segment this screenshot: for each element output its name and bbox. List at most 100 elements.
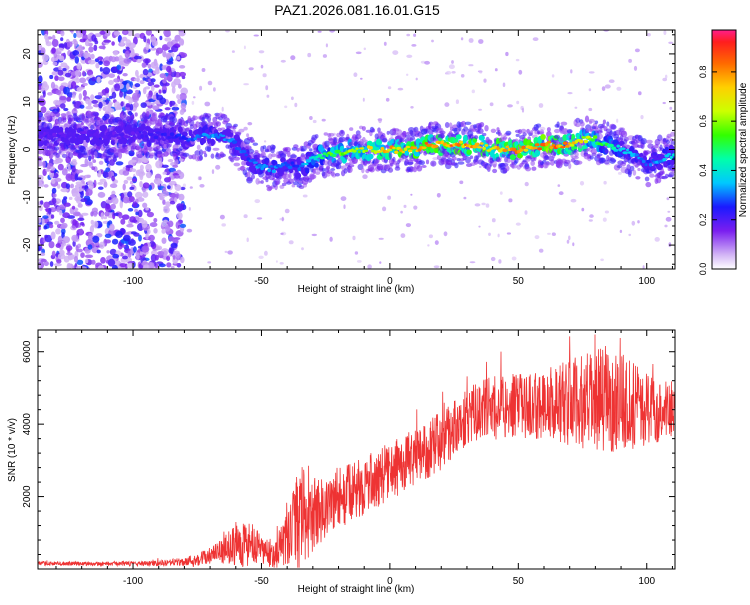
noise-blob [62,68,67,72]
ridge-halo [464,121,472,126]
noise-blob [126,262,135,269]
ridge-halo [265,178,269,183]
ridge-halo [474,135,479,140]
ridge-core [456,143,461,147]
noise-blob [468,38,474,43]
noise-blob [589,214,594,218]
ridge-halo [484,125,489,132]
noise-blob [48,241,55,249]
noise-blob [104,233,112,238]
noise-blob [164,107,171,111]
noise-blob [248,67,254,71]
ridge-halo [62,117,67,123]
noise-blob [455,99,459,104]
noise-blob [107,106,112,113]
noise-blob [654,237,660,242]
noise-blob [142,157,149,163]
noise-blob [50,231,56,240]
ridge-core [667,153,672,156]
noise-blob [91,166,96,171]
noise-blob [76,32,84,38]
noise-blob [382,206,387,212]
noise-blob [280,232,284,235]
noise-blob [199,184,205,188]
ridge-core [83,135,90,140]
noise-blob [451,60,454,64]
noise-blob [92,235,100,243]
ridge-halo [623,136,629,142]
ridge-halo [189,120,195,127]
x-tick-label: -50 [254,276,269,287]
ridge-core [216,135,221,139]
noise-blob [231,50,235,53]
noise-blob [340,196,347,202]
ridge-halo [245,145,252,150]
ridge-halo [113,120,118,126]
ridge-core [549,145,553,150]
ridge-halo [643,150,651,155]
noise-blob [52,159,60,165]
ridge-halo [392,156,396,162]
noise-blob [666,197,670,201]
noise-blob [151,39,158,47]
noise-blob [153,84,160,88]
ridge-halo [54,146,59,151]
ridge-core [140,134,144,139]
noise-blob [410,106,414,109]
noise-blob [109,223,115,232]
noise-blob [566,239,570,244]
noise-blob [122,196,130,204]
noise-blob [140,102,147,108]
noise-blob [45,168,51,172]
noise-blob [141,220,148,228]
noise-blob [69,30,74,33]
ridge-halo [428,151,436,155]
noise-blob [83,51,90,59]
noise-blob [204,101,211,107]
ridge-halo [661,170,665,175]
noise-blob [392,50,399,55]
noise-blob [405,223,411,228]
noise-blob [506,232,511,235]
noise-blob [468,64,474,67]
noise-blob [174,184,182,191]
noise-blob [71,94,76,99]
ridge-halo [339,129,345,137]
ridge-core [317,153,323,158]
noise-blob [40,258,47,263]
noise-blob [102,67,111,75]
noise-blob [180,39,185,46]
noise-blob [115,230,123,238]
ridge-core [608,143,614,148]
noise-blob [362,97,365,102]
noise-blob [151,84,155,92]
noise-blob [498,259,502,264]
noise-blob [43,201,50,209]
noise-blob [169,100,176,106]
ridge-halo [394,166,401,171]
noise-blob [172,164,179,168]
noise-blob [551,74,555,78]
ridge-core [294,164,300,168]
ridge-halo [629,165,635,172]
ridge-halo [640,138,647,145]
noise-blob [51,39,59,47]
noise-blob [166,52,172,59]
noise-blob [134,83,141,88]
noise-blob [99,241,105,249]
ridge-halo [645,181,652,188]
noise-blob [45,208,49,213]
noise-blob [112,253,120,259]
noise-blob [99,178,107,183]
ridge-halo [195,121,200,128]
noise-blob [97,191,106,198]
ridge-core [458,140,464,144]
noise-blob [57,253,66,260]
ridge-halo [296,147,300,152]
ridge-core [297,167,301,172]
noise-blob [317,30,322,33]
ridge-halo [156,149,163,155]
noise-blob [538,103,544,108]
noise-blob [445,70,452,75]
